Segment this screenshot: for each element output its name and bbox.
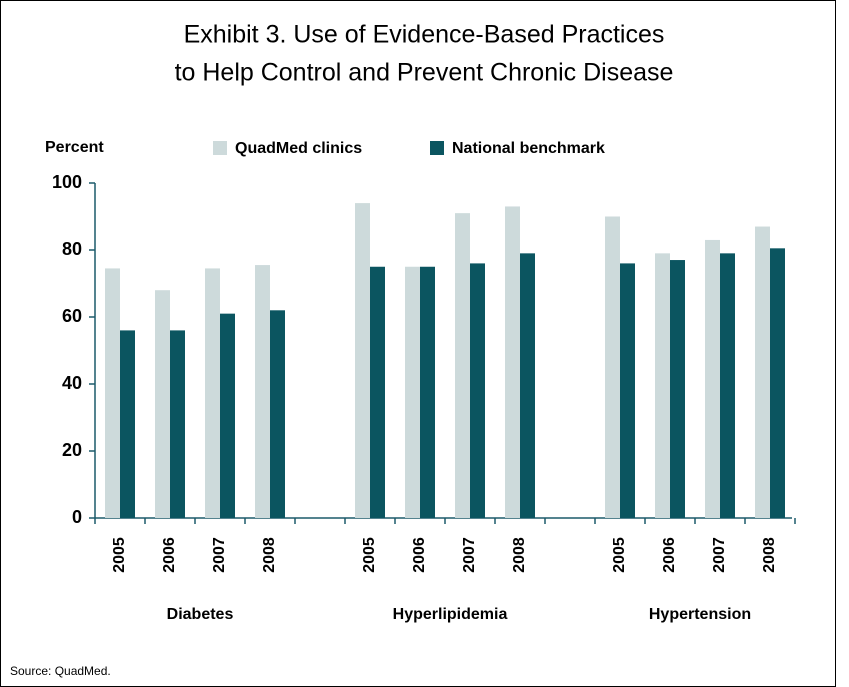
group-label: Hyperlipidemia xyxy=(393,606,508,623)
x-tick-label: 2005 xyxy=(611,537,628,573)
bar xyxy=(170,330,185,518)
bar xyxy=(255,265,270,518)
bar xyxy=(755,226,770,519)
bar xyxy=(355,203,370,518)
x-tick-label: 2006 xyxy=(411,537,428,573)
y-tick-label: 100 xyxy=(52,172,82,192)
source: Source: QuadMed. xyxy=(10,664,111,678)
bar xyxy=(155,290,170,518)
y-tick-label: 80 xyxy=(62,239,82,259)
bar xyxy=(620,263,635,518)
y-tick-label: 40 xyxy=(62,373,82,393)
legend-label: QuadMed clinics xyxy=(235,140,362,157)
x-tick-label: 2006 xyxy=(161,537,178,573)
bar xyxy=(605,216,620,518)
legend-swatch xyxy=(213,141,227,155)
bar xyxy=(455,213,470,518)
x-tick-label: 2005 xyxy=(361,537,378,573)
x-tick-label: 2006 xyxy=(661,537,678,573)
legend-label: National benchmark xyxy=(452,140,605,157)
legend-swatch xyxy=(430,141,444,155)
bar xyxy=(505,206,520,518)
y-axis-label: Percent xyxy=(45,139,104,156)
bar xyxy=(770,248,785,518)
chart-title: to Help Control and Prevent Chronic Dise… xyxy=(175,59,674,87)
bar xyxy=(405,266,420,518)
x-tick-label: 2007 xyxy=(461,537,478,573)
y-tick-label: 20 xyxy=(62,440,82,460)
bar xyxy=(720,253,735,518)
bar xyxy=(705,239,720,518)
group-label: Hypertension xyxy=(649,606,751,623)
bar xyxy=(370,266,385,518)
bar xyxy=(420,266,435,518)
bar xyxy=(120,330,135,518)
bar xyxy=(655,253,670,518)
y-tick-label: 0 xyxy=(72,507,82,527)
bar xyxy=(105,268,120,518)
x-tick-label: 2008 xyxy=(261,537,278,573)
bar xyxy=(270,310,285,518)
x-tick-label: 2007 xyxy=(211,537,228,573)
x-tick-label: 2008 xyxy=(761,537,778,573)
chart-title: Exhibit 3. Use of Evidence-Based Practic… xyxy=(184,21,665,49)
bar xyxy=(520,253,535,518)
x-tick-label: 2008 xyxy=(511,537,528,573)
y-tick-label: 60 xyxy=(62,306,82,326)
bar xyxy=(470,263,485,518)
group-label: Diabetes xyxy=(167,606,234,623)
bar xyxy=(670,260,685,518)
bar xyxy=(220,313,235,518)
bar xyxy=(205,268,220,518)
x-tick-label: 2007 xyxy=(711,537,728,573)
x-tick-label: 2005 xyxy=(111,537,128,573)
